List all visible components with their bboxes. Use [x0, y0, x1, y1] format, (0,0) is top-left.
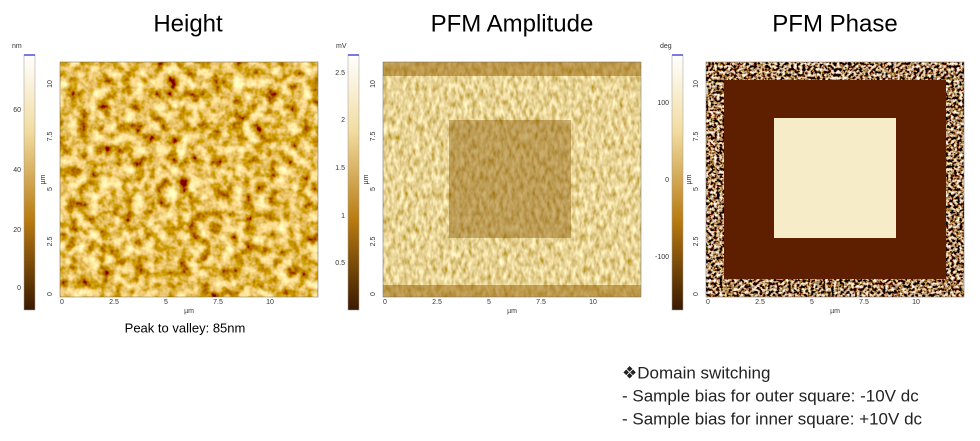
x-tick-label: 0 [60, 299, 64, 306]
colorbar-tick: 0 [665, 177, 669, 184]
x-axis-label: µm [507, 308, 517, 315]
y-axis-label: µm [363, 174, 370, 184]
caption: Peak to valley: 85nm [125, 320, 246, 335]
panels: Heightnm0204060002.52.5557.57.51010µmµmP… [12, 10, 965, 315]
colorbar-tick: -100 [655, 254, 669, 261]
colorbar-tick: 60 [13, 107, 21, 114]
colorbar-tick: 2 [341, 117, 345, 124]
x-axis-label: µm [830, 308, 840, 315]
y-tick-label: 7.5 [47, 132, 54, 142]
colorbar [23, 54, 36, 311]
image-border [382, 61, 642, 298]
panel-title: PFM Phase [772, 10, 897, 37]
colorbar-tick: 1.5 [335, 165, 345, 172]
inner-square [774, 118, 896, 238]
x-tick-label: 10 [912, 299, 920, 306]
x-axis-label: µm [184, 308, 194, 315]
panel-title: Height [153, 10, 223, 37]
colorbar-tick: 2.5 [335, 70, 345, 77]
colorbar-tick: 100 [657, 100, 669, 107]
x-tick-label: 0 [706, 299, 710, 306]
afm-image [383, 62, 641, 297]
y-axis-label: µm [40, 174, 47, 184]
y-tick-label: 5 [370, 187, 377, 191]
y-tick-label: 0 [370, 292, 377, 296]
y-tick-label: 10 [47, 80, 54, 88]
colorbar-tick: 0 [17, 285, 21, 292]
y-tick-label: 0 [693, 292, 700, 296]
x-tick-label: 2.5 [432, 299, 442, 306]
x-tick-label: 10 [266, 299, 274, 306]
y-tick-label: 5 [693, 187, 700, 191]
colorbar-unit: mV [336, 43, 347, 50]
y-axis-label: µm [686, 174, 693, 184]
x-tick-label: 10 [589, 299, 597, 306]
colorbar [347, 54, 360, 311]
y-tick-label: 7.5 [370, 132, 377, 142]
note: - Sample bias for outer square: -10V dc [622, 386, 919, 405]
afm-image [60, 62, 318, 297]
x-tick-label: 2.5 [755, 299, 765, 306]
image-border [59, 61, 319, 298]
y-tick-label: 7.5 [693, 132, 700, 142]
x-tick-label: 5 [487, 299, 491, 306]
y-tick-label: 5 [47, 187, 54, 191]
y-tick-label: 2.5 [693, 237, 700, 247]
inner-square [449, 120, 571, 238]
x-tick-label: 7.5 [536, 299, 546, 306]
image-border [705, 61, 965, 298]
x-tick-label: 5 [810, 299, 814, 306]
colorbar-tick: 40 [13, 167, 21, 174]
y-tick-label: 10 [370, 80, 377, 88]
colorbar [671, 54, 684, 311]
x-tick-label: 5 [164, 299, 168, 306]
colorbar-tick: 1 [341, 213, 345, 220]
colorbar-tick: 0.5 [335, 260, 345, 267]
y-tick-label: 2.5 [370, 237, 377, 247]
y-tick-label: 10 [693, 80, 700, 88]
note: - Sample bias for inner square: +10V dc [622, 409, 923, 428]
frame-edge [383, 285, 641, 297]
x-tick-label: 7.5 [859, 299, 869, 306]
panel-title: PFM Amplitude [431, 10, 594, 37]
y-tick-label: 0 [47, 292, 54, 296]
colorbar-unit: nm [12, 43, 22, 50]
x-tick-label: 2.5 [109, 299, 119, 306]
colorbar-tick: 20 [13, 227, 21, 234]
x-tick-label: 0 [383, 299, 387, 306]
y-tick-label: 2.5 [47, 237, 54, 247]
x-tick-label: 7.5 [213, 299, 223, 306]
note: ❖Domain switching [622, 363, 770, 382]
frame-edge [383, 62, 641, 76]
colorbar-unit: deg [660, 43, 672, 50]
